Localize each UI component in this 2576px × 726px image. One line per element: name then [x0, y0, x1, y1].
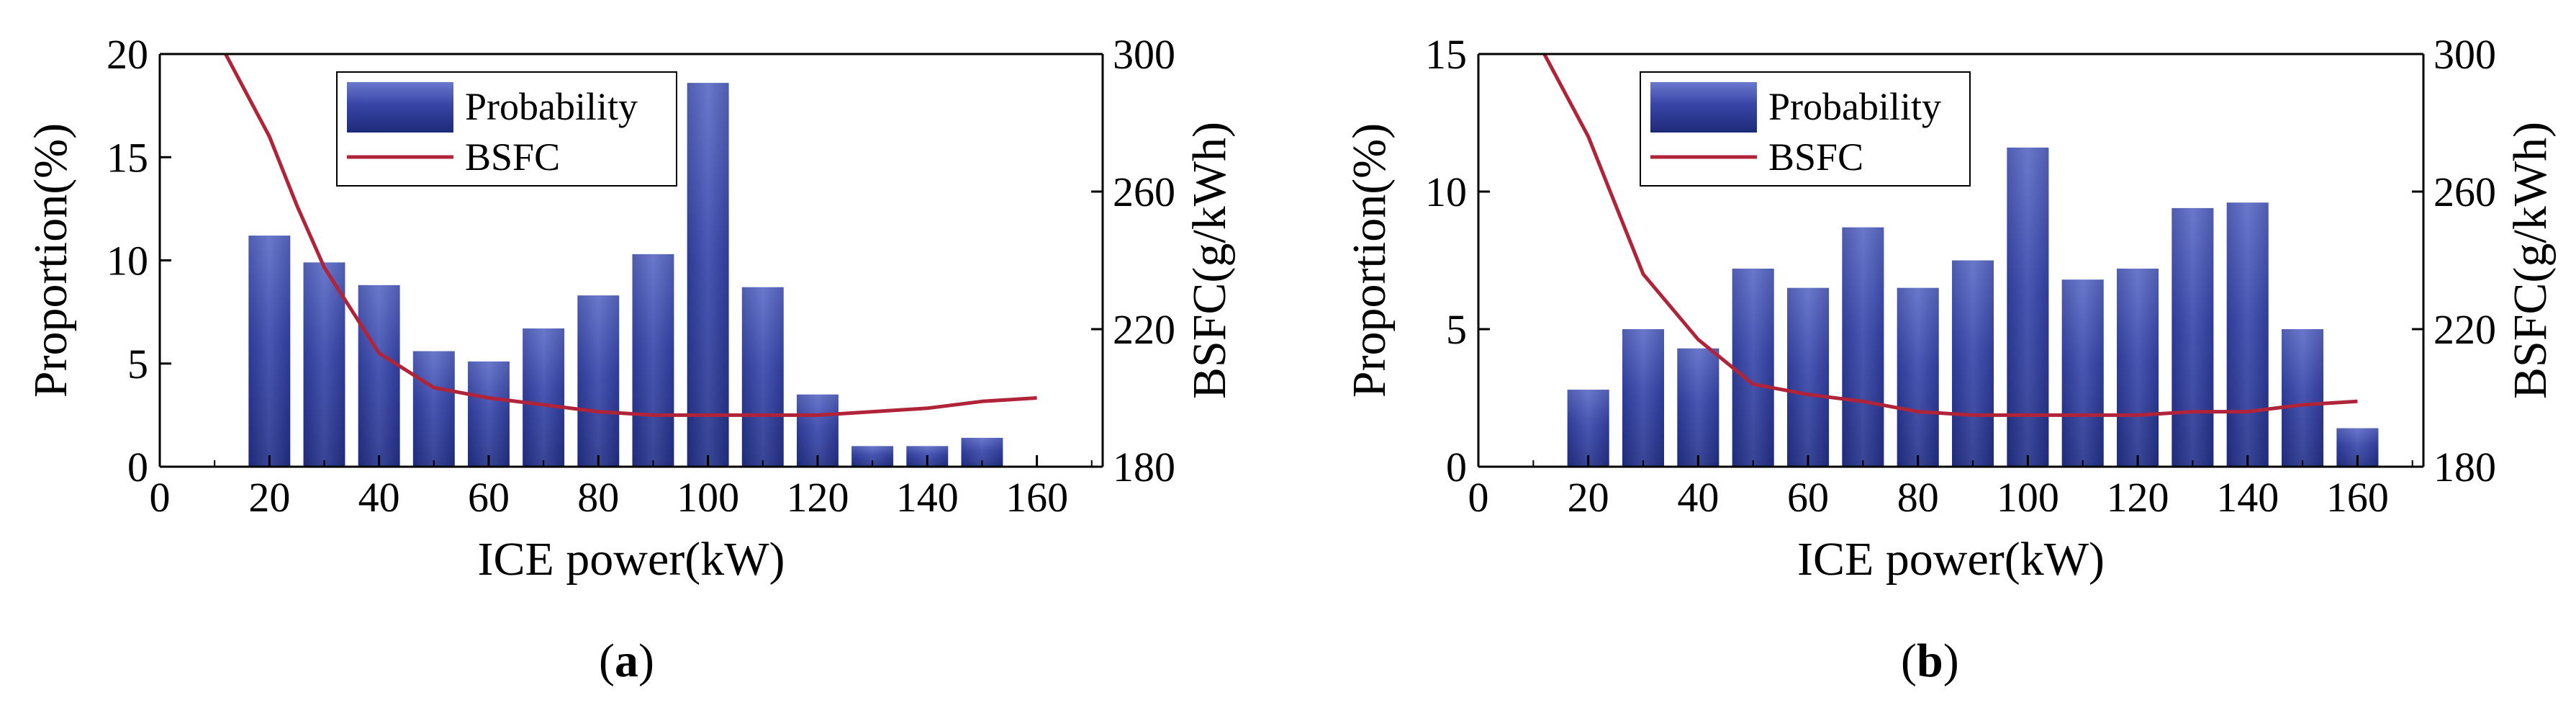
- chart-b-ytick-0: 0: [1446, 444, 1467, 490]
- chart-b-bar-70: [1842, 227, 1884, 467]
- chart-b-svg: 0 20 40 60 80 100 120 140 160 0 5 10 15 180 220 260 300 I…: [1343, 31, 2557, 586]
- chart-b-legend-label-probability: Probability: [1768, 85, 1941, 128]
- chart-a-legend-label-bsfc: BSFC: [465, 135, 560, 179]
- chart-a-bar-90: [632, 254, 674, 467]
- chart-b-bar-110: [2061, 279, 2104, 467]
- chart-b-bsfc-line: [1542, 53, 2358, 417]
- chart-panel-b: 0 20 40 60 80 100 120 140 160 0 5 10 15 180 220 260 300 I…: [1288, 0, 2575, 726]
- chart-a-bar-100: [687, 83, 729, 467]
- chart-b-ylabel: Proportion(%): [1343, 123, 1396, 398]
- chart-b-bar-20: [1567, 390, 1609, 467]
- chart-b-ytick-5: 5: [1446, 306, 1467, 353]
- chart-b-legend-label-bsfc: BSFC: [1768, 135, 1863, 179]
- caption-b: (b): [1901, 634, 1959, 689]
- chart-b-bar-30: [1622, 329, 1665, 467]
- chart-b-xtick-0: 0: [1468, 474, 1489, 521]
- chart-a-bar-30: [303, 262, 345, 467]
- chart-b-bar-50: [1732, 268, 1774, 467]
- chart-b-bar-100: [2007, 147, 2049, 467]
- chart-a-bar-150: [961, 437, 1003, 467]
- chart-b-xtick-100: 100: [1997, 474, 2059, 521]
- chart-a-ytick-5: 5: [127, 341, 148, 387]
- chart-a-xtick-100: 100: [677, 474, 739, 521]
- chart-a-ytick-0: 0: [127, 444, 148, 490]
- chart-a-xtick-40: 40: [358, 474, 400, 521]
- chart-a-y2tick-260: 260: [1113, 169, 1175, 215]
- chart-a-xtick-120: 120: [786, 474, 849, 521]
- chart-b-bar-90: [1952, 260, 1994, 467]
- chart-a-bar-40: [358, 284, 400, 467]
- chart-b-y2tick-260: 260: [2433, 169, 2496, 215]
- chart-a-y2label: BSFC(g/kWh): [1183, 122, 1236, 399]
- chart-b-y2tick-300: 300: [2433, 31, 2496, 78]
- caption-a: (a): [599, 634, 654, 689]
- chart-b-legend: Probability BSFC: [1640, 71, 1971, 187]
- chart-a-xtick-80: 80: [577, 474, 619, 521]
- chart-a-ytick-15: 15: [107, 134, 148, 181]
- chart-a-bar-20: [248, 236, 291, 467]
- chart-a-svg: 0 20 40 60 80 100 120 140 160 0 5 10 15 20 180 220 260 30…: [24, 31, 1236, 586]
- chart-a-ylabel: Proportion(%): [24, 123, 77, 398]
- chart-b-xtick-160: 160: [2326, 474, 2389, 521]
- chart-a-legend-label-probability: Probability: [465, 85, 638, 128]
- chart-a-y2tick-180: 180: [1113, 444, 1175, 490]
- chart-b-legend-swatch-bar: [1650, 82, 1757, 133]
- chart-a-xtick-20: 20: [248, 474, 290, 521]
- chart-b-y2tick-220: 220: [2433, 306, 2496, 353]
- chart-a-ytick-10: 10: [107, 238, 148, 284]
- caption-a-letter: a: [614, 635, 638, 687]
- chart-b-bar-140: [2226, 202, 2269, 467]
- chart-a-xlabel: ICE power(kW): [477, 533, 785, 586]
- chart-a-ytick-20: 20: [107, 31, 148, 78]
- chart-b-bar-60: [1787, 287, 1830, 467]
- chart-a-bar-60: [468, 361, 510, 467]
- caption-a-close: ): [638, 635, 654, 687]
- chart-b-xtick-120: 120: [2107, 474, 2169, 521]
- chart-b-xtick-80: 80: [1897, 474, 1939, 521]
- caption-a-open: (: [599, 635, 615, 687]
- chart-a-bsfc-line: [224, 53, 1037, 417]
- chart-a-xtick-0: 0: [150, 474, 171, 521]
- chart-a-xtick-140: 140: [896, 474, 959, 521]
- caption-b-close: ): [1943, 635, 1959, 687]
- chart-a-bar-120: [797, 394, 839, 467]
- chart-a-xtick-160: 160: [1005, 474, 1068, 521]
- chart-a-bar-80: [577, 295, 620, 467]
- chart-a-y2tick-300: 300: [1113, 31, 1175, 78]
- chart-a-xtick-60: 60: [468, 474, 510, 521]
- chart-b-bar-40: [1677, 348, 1719, 467]
- chart-a-legend: Probability BSFC: [336, 71, 677, 187]
- chart-b-xtick-140: 140: [2216, 474, 2279, 521]
- caption-b-open: (: [1901, 635, 1917, 687]
- chart-b-bar-120: [2117, 268, 2159, 467]
- chart-a-legend-swatch-bar: [347, 82, 453, 133]
- chart-a-bar-50: [412, 351, 455, 467]
- chart-b-xtick-20: 20: [1568, 474, 1609, 521]
- chart-b-ytick-10: 10: [1425, 169, 1467, 215]
- chart-b-bar-80: [1897, 287, 1939, 467]
- chart-b-xtick-40: 40: [1677, 474, 1719, 521]
- chart-b-ytick-15: 15: [1425, 31, 1467, 78]
- chart-b-y2label: BSFC(g/kWh): [2504, 122, 2557, 399]
- chart-b-bar-130: [2171, 207, 2214, 467]
- chart-b-xtick-60: 60: [1787, 474, 1829, 521]
- chart-b-y2tick-180: 180: [2433, 444, 2496, 490]
- chart-a-bar-70: [523, 328, 565, 467]
- chart-panel-a: 0 20 40 60 80 100 120 140 160 0 5 10 15 20 180 220 260 30…: [24, 31, 1236, 689]
- chart-a-y2tick-220: 220: [1113, 306, 1175, 353]
- caption-b-letter: b: [1916, 635, 1943, 687]
- chart-b-bar-150: [2282, 329, 2324, 467]
- chart-b-xlabel: ICE power(kW): [1797, 533, 2105, 586]
- chart-a-bar-110: [741, 287, 784, 467]
